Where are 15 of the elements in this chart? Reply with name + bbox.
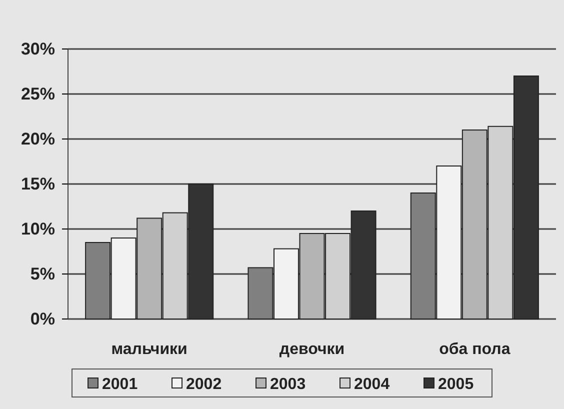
y-tick-label: 0% (30, 309, 55, 328)
x-tick-label: оба пола (439, 341, 510, 358)
legend-label: 2005 (438, 376, 474, 393)
x-tick-label: девочки (279, 341, 345, 358)
legend-label: 2004 (354, 376, 390, 393)
legend-label: 2001 (102, 376, 138, 393)
y-tick-label: 30% (20, 39, 55, 58)
y-tick-label: 25% (20, 84, 55, 104)
y-tick-label: 5% (30, 264, 55, 284)
y-tick-label: 20% (20, 129, 55, 148)
y-tick-label: 10% (20, 219, 55, 238)
y-tick-label: 15% (20, 174, 55, 194)
legend-label: 2003 (270, 376, 306, 393)
x-tick-label: мальчики (111, 341, 188, 358)
legend-label: 2002 (186, 376, 222, 393)
